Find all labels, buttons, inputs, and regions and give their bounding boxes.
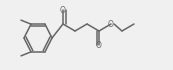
Text: O: O (60, 6, 66, 14)
Text: O: O (96, 41, 102, 49)
Text: O: O (108, 20, 114, 28)
